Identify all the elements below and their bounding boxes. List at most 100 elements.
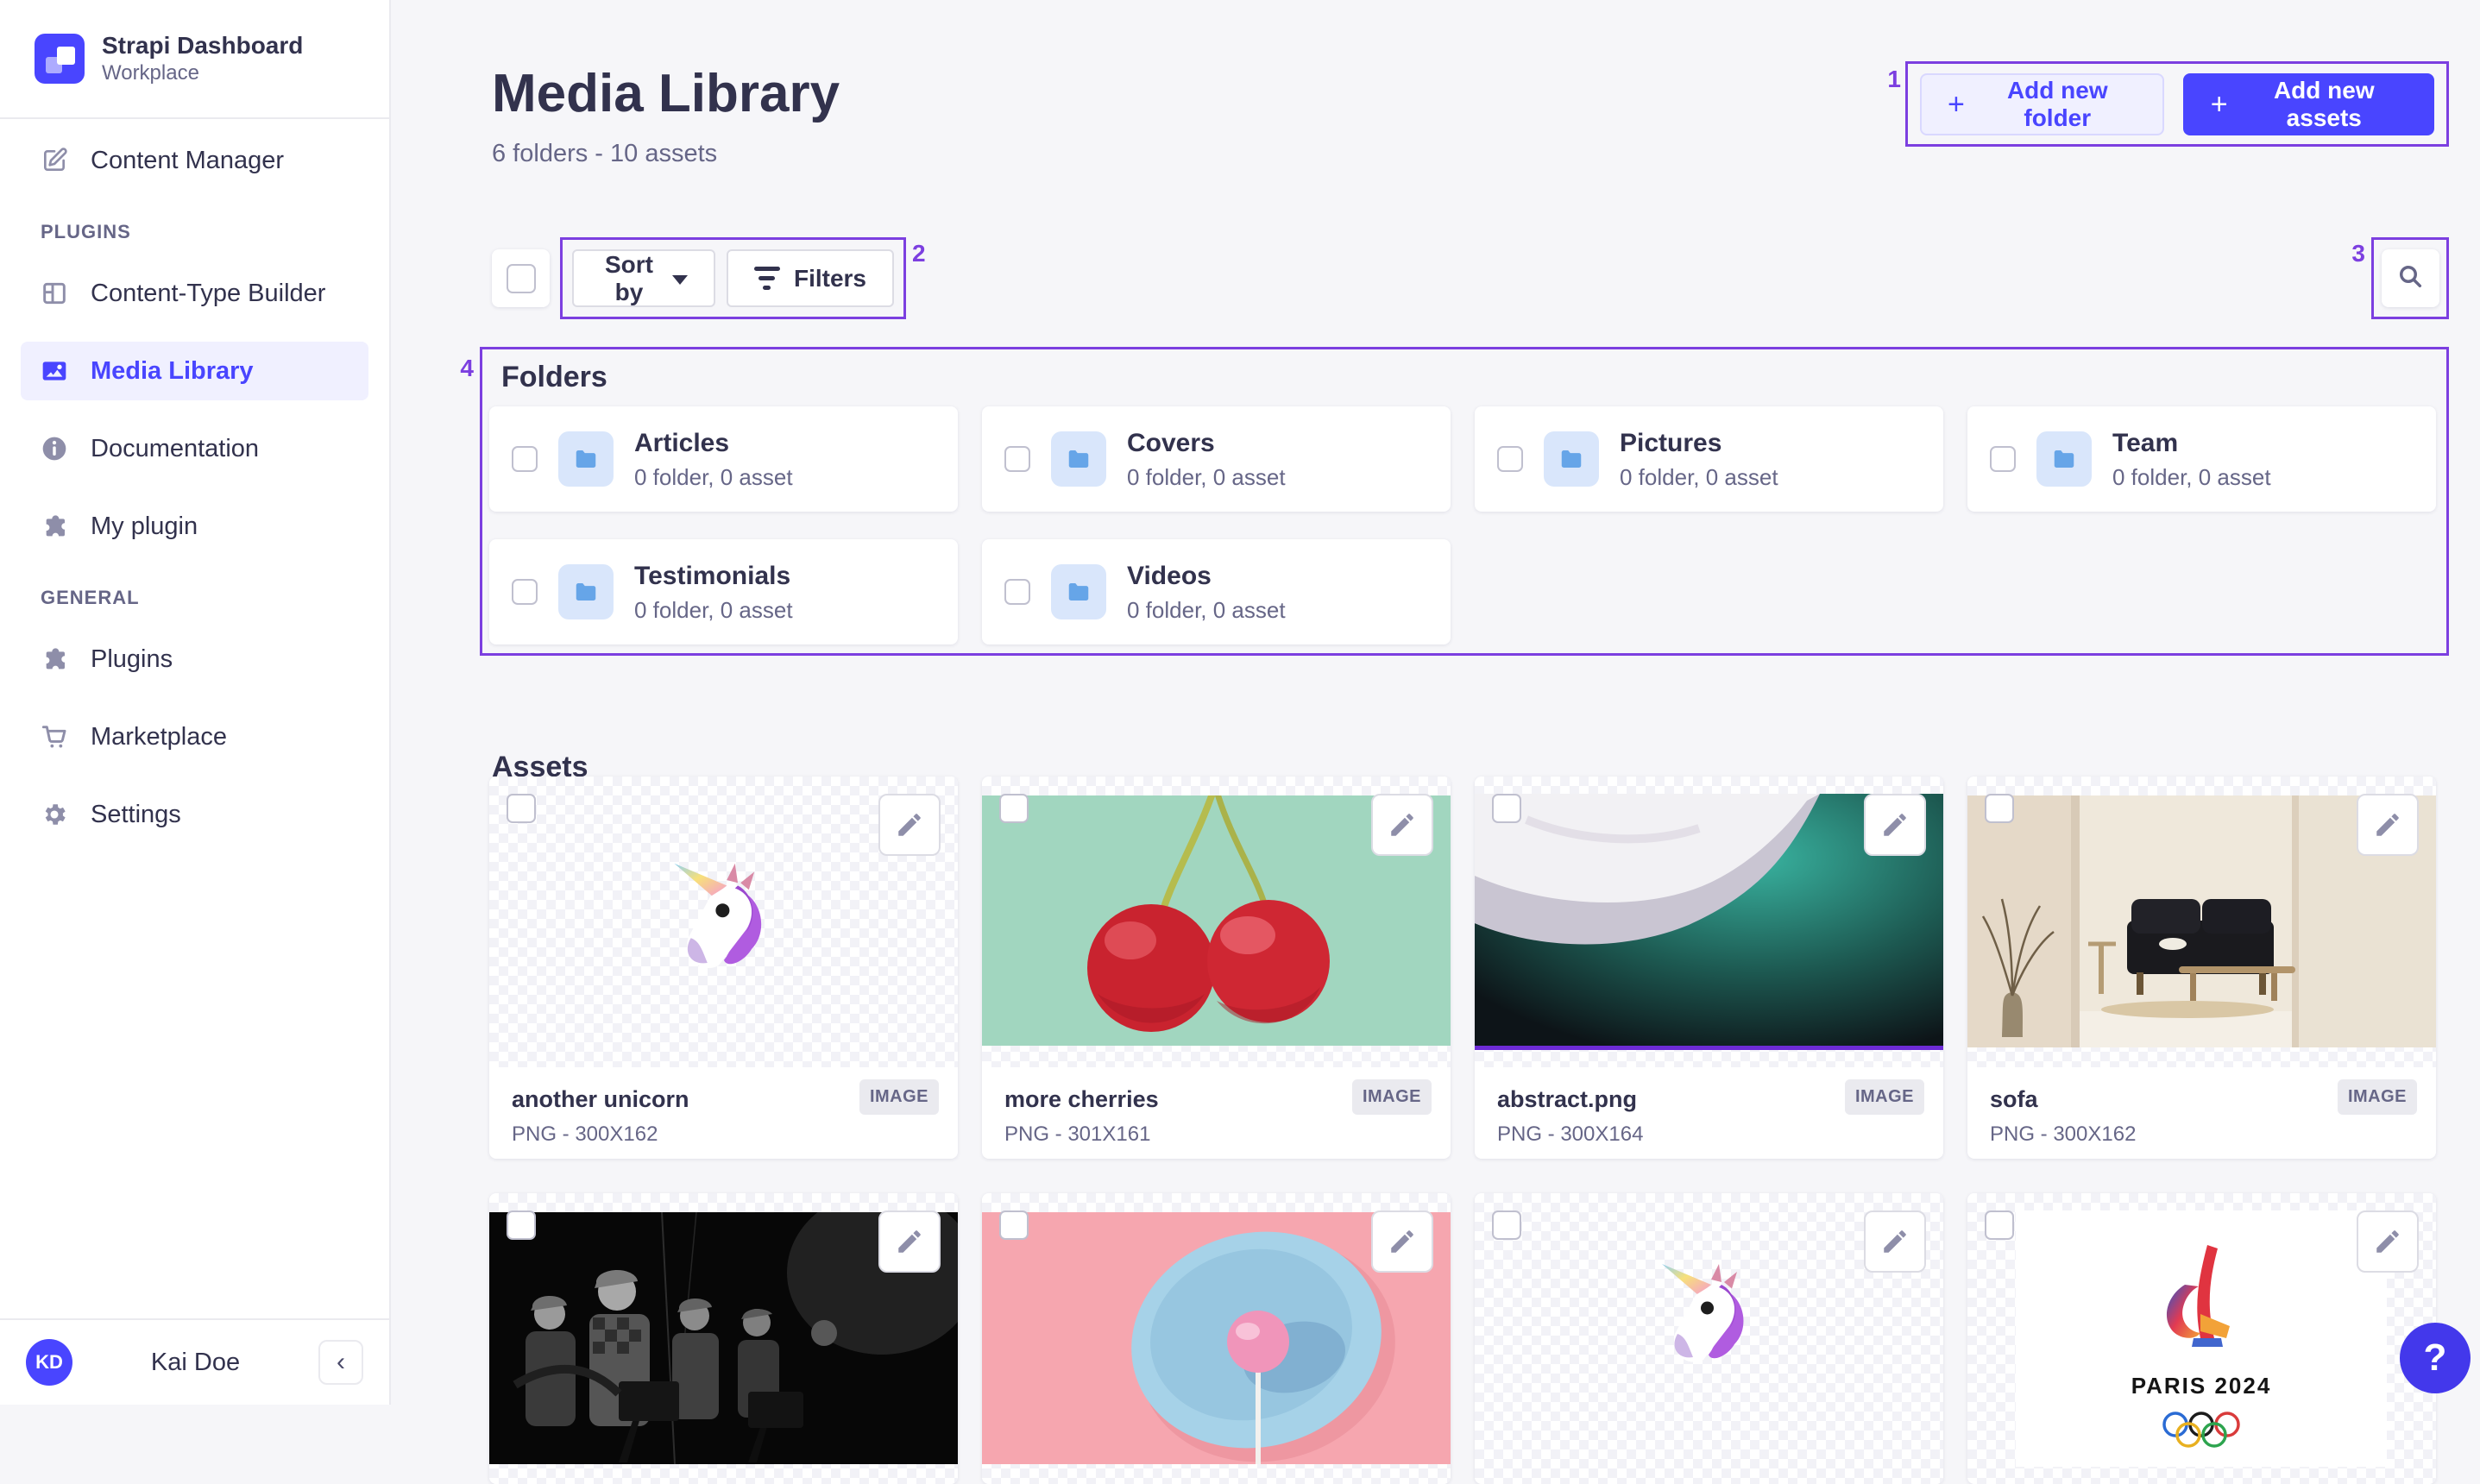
folder-checkbox[interactable] bbox=[1004, 579, 1030, 605]
folder-checkbox[interactable] bbox=[1497, 446, 1523, 472]
folder-name: Articles bbox=[634, 428, 730, 457]
sidebar: Strapi Dashboard Workplace Content Manag… bbox=[0, 0, 391, 1405]
avatar[interactable]: KD bbox=[26, 1339, 72, 1386]
sidebar-item-my-plugin[interactable]: My plugin bbox=[21, 497, 368, 556]
folder-card-team[interactable]: Team 0 folder, 0 asset bbox=[1967, 406, 2436, 512]
asset-thumbnail bbox=[982, 777, 1451, 1067]
annotation-box-2: 2 Sort by Filters bbox=[560, 237, 926, 319]
sidebar-section-general: GENERAL bbox=[41, 587, 140, 608]
sidebar-item-documentation[interactable]: Documentation bbox=[21, 419, 368, 478]
select-all-tile[interactable] bbox=[492, 249, 550, 307]
sidebar-item-media-library[interactable]: Media Library bbox=[21, 342, 368, 400]
folder-checkbox[interactable] bbox=[512, 446, 538, 472]
asset-type-badge: IMAGE bbox=[1844, 1079, 1924, 1115]
sidebar-item-content-manager[interactable]: Content Manager bbox=[21, 131, 368, 190]
annotation-label-3: 3 bbox=[2351, 240, 2365, 267]
unicorn-image bbox=[1662, 1264, 1744, 1362]
annotation-box-1: 1 + Add new folder + Add new assets bbox=[1887, 61, 2449, 147]
sort-by-button[interactable]: Sort by bbox=[572, 249, 715, 307]
edit-asset-button[interactable] bbox=[1371, 1210, 1433, 1273]
edit-asset-button[interactable] bbox=[1864, 1210, 1926, 1273]
asset-meta: PNG - 300X162 bbox=[512, 1122, 658, 1146]
folder-card-covers[interactable]: Covers 0 folder, 0 asset bbox=[982, 406, 1451, 512]
asset-checkbox[interactable] bbox=[999, 1210, 1029, 1240]
asset-card-another-unicorn[interactable]: another unicorn PNG - 300X162 IMAGE bbox=[489, 777, 958, 1159]
annotation-label-4: 4 bbox=[460, 355, 474, 381]
folder-card-videos[interactable]: Videos 0 folder, 0 asset bbox=[982, 539, 1451, 645]
folder-checkbox[interactable] bbox=[512, 579, 538, 605]
pencil-icon bbox=[1391, 814, 1413, 836]
collapse-sidebar-button[interactable]: ‹ bbox=[318, 1340, 363, 1385]
asset-thumbnail bbox=[489, 1193, 958, 1484]
asset-checkbox[interactable] bbox=[1985, 794, 2014, 823]
asset-card-paris-2024[interactable]: PARIS 2024 bbox=[1967, 1193, 2436, 1484]
asset-name: another unicorn bbox=[512, 1086, 689, 1112]
pen-icon bbox=[41, 147, 68, 174]
info-icon bbox=[41, 435, 68, 462]
select-all-checkbox[interactable] bbox=[506, 263, 536, 293]
filters-label: Filters bbox=[793, 264, 866, 292]
folder-name: Videos bbox=[1127, 561, 1212, 590]
edit-asset-button[interactable] bbox=[878, 794, 941, 856]
folder-checkbox[interactable] bbox=[1990, 446, 2016, 472]
chevron-down-icon bbox=[671, 275, 688, 285]
asset-thumbnail-transparent bbox=[1475, 1193, 1943, 1484]
asset-checkbox[interactable] bbox=[1492, 794, 1521, 823]
asset-card-more-cherries[interactable]: more cherries PNG - 301X161 IMAGE bbox=[982, 777, 1451, 1159]
edit-asset-button[interactable] bbox=[878, 1210, 941, 1273]
folder-icon bbox=[558, 564, 614, 619]
asset-row-1: another unicorn PNG - 300X162 IMAGE more… bbox=[489, 777, 2436, 1159]
asset-checkbox[interactable] bbox=[999, 794, 1029, 823]
sidebar-item-label: Plugins bbox=[91, 645, 173, 673]
sidebar-item-settings[interactable]: Settings bbox=[21, 785, 368, 844]
asset-checkbox[interactable] bbox=[507, 1210, 536, 1240]
sidebar-item-marketplace[interactable]: Marketplace bbox=[21, 707, 368, 766]
workspace-brand[interactable]: Strapi Dashboard Workplace bbox=[0, 0, 389, 119]
unicorn-image bbox=[674, 863, 762, 969]
pencil-icon bbox=[898, 814, 921, 836]
search-icon bbox=[2396, 262, 2424, 294]
pencil-icon bbox=[1391, 1230, 1413, 1253]
pencil-icon bbox=[2376, 814, 2399, 836]
add-new-assets-button[interactable]: + Add new assets bbox=[2182, 73, 2434, 135]
asset-checkbox[interactable] bbox=[1492, 1210, 1521, 1240]
add-new-folder-button[interactable]: + Add new folder bbox=[1920, 73, 2164, 135]
sidebar-item-content-type-builder[interactable]: Content-Type Builder bbox=[21, 264, 368, 323]
asset-card-abstract[interactable]: abstract.png PNG - 300X164 IMAGE bbox=[1475, 777, 1943, 1159]
asset-checkbox[interactable] bbox=[1985, 1210, 2014, 1240]
folder-checkbox[interactable] bbox=[1004, 446, 1030, 472]
edit-asset-button[interactable] bbox=[2357, 794, 2419, 856]
asset-card-unicorn[interactable] bbox=[1475, 1193, 1943, 1484]
filters-button[interactable]: Filters bbox=[726, 249, 894, 307]
sidebar-item-label: Marketplace bbox=[91, 722, 227, 751]
edit-asset-button[interactable] bbox=[1864, 794, 1926, 856]
add-new-folder-label: Add new folder bbox=[2006, 77, 2108, 131]
asset-card-band-photo[interactable] bbox=[489, 1193, 958, 1484]
pencil-icon bbox=[898, 1230, 921, 1253]
folder-icon bbox=[558, 431, 614, 487]
sidebar-item-label: Content Manager bbox=[91, 146, 285, 174]
cart-icon bbox=[41, 723, 68, 751]
asset-checkbox[interactable] bbox=[507, 794, 536, 823]
svg-text:PARIS 2024: PARIS 2024 bbox=[2131, 1373, 2272, 1399]
sidebar-section-plugins: PLUGINS bbox=[41, 221, 131, 242]
folder-card-pictures[interactable]: Pictures 0 folder, 0 asset bbox=[1475, 406, 1943, 512]
folders-heading: Folders bbox=[501, 361, 607, 393]
paris-2024-logo-image: PARIS 2024 bbox=[2016, 1210, 2387, 1467]
folder-card-testimonials[interactable]: Testimonials 0 folder, 0 asset bbox=[489, 539, 958, 645]
asset-name: more cherries bbox=[1004, 1086, 1159, 1112]
asset-card-lollipop[interactable] bbox=[982, 1193, 1451, 1484]
edit-asset-button[interactable] bbox=[2357, 1210, 2419, 1273]
page-header: Media Library 6 folders - 10 assets bbox=[492, 64, 840, 168]
folder-card-articles[interactable]: Articles 0 folder, 0 asset bbox=[489, 406, 958, 512]
folder-meta: 0 folder, 0 asset bbox=[2112, 463, 2271, 490]
folder-name: Team bbox=[2112, 428, 2179, 457]
help-button[interactable]: ? bbox=[2400, 1323, 2471, 1393]
edit-asset-button[interactable] bbox=[1371, 794, 1433, 856]
sidebar-item-plugins[interactable]: Plugins bbox=[21, 630, 368, 689]
folder-meta: 0 folder, 0 asset bbox=[1127, 463, 1286, 490]
asset-card-sofa[interactable]: sofa PNG - 300X162 IMAGE bbox=[1967, 777, 2436, 1159]
folder-meta: 0 folder, 0 asset bbox=[1620, 463, 1778, 490]
search-button[interactable] bbox=[2381, 249, 2439, 307]
folder-grid: Articles 0 folder, 0 asset Covers 0 folder… bbox=[489, 406, 2439, 645]
